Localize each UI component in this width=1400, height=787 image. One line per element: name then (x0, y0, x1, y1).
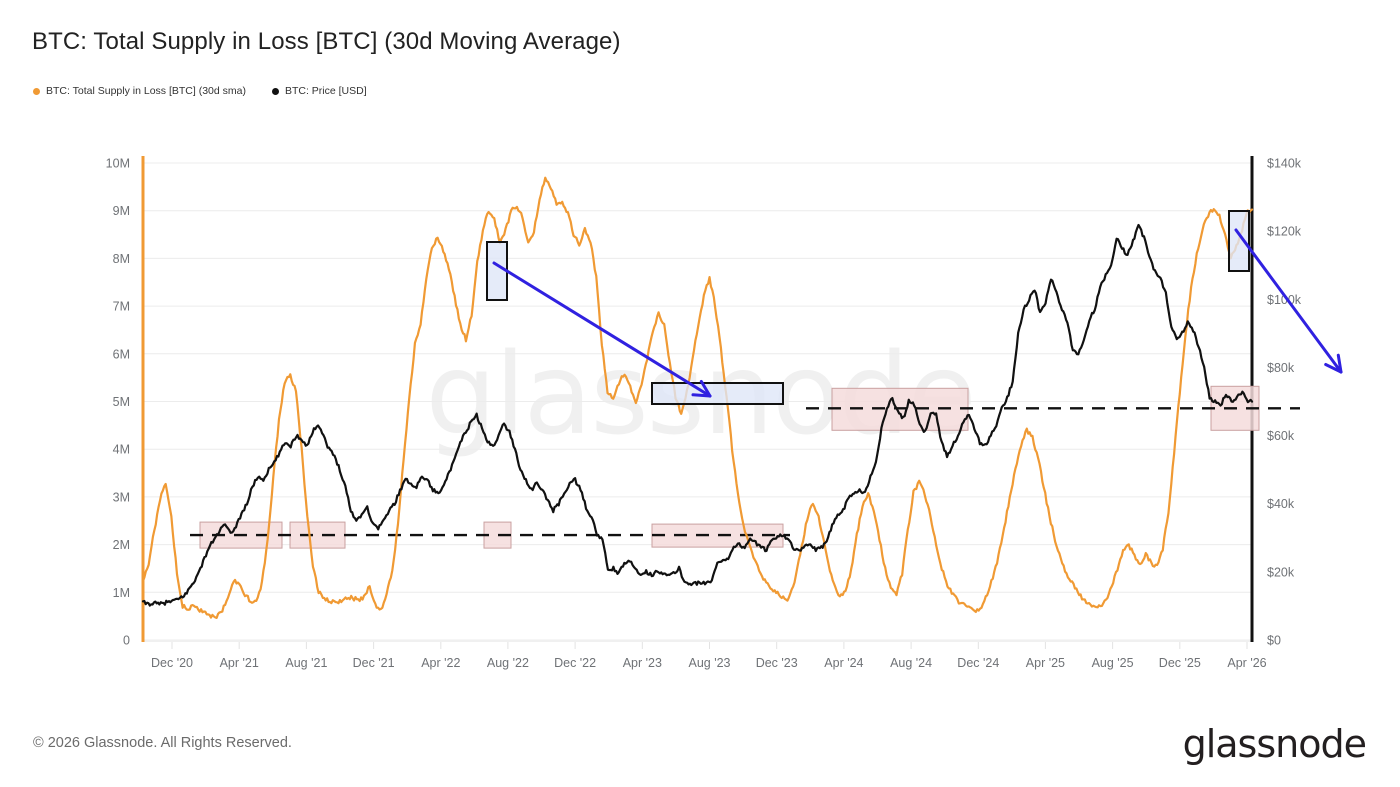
x-axis-tick-label: Dec '23 (756, 656, 798, 670)
blue-highlight-box-end-1[interactable] (651, 382, 784, 405)
legend-dot-supply-icon (33, 87, 40, 95)
x-axis-tick-label: Aug '25 (1092, 656, 1134, 670)
x-axis-tick-label: Dec '24 (957, 656, 999, 670)
blue-arrow-trend-2-head (1324, 363, 1343, 374)
blue-arrow-trend-2[interactable] (1234, 228, 1343, 374)
y-axis-left-tick-label: 10M (106, 157, 130, 171)
x-axis-tick-label: Aug '22 (487, 656, 529, 670)
y-axis-right-tick-label: $100k (1267, 293, 1302, 307)
x-axis-tick-label: Aug '21 (285, 656, 327, 670)
x-axis-tick-label: Dec '25 (1159, 656, 1201, 670)
x-axis-tick-label: Apr '23 (623, 656, 662, 670)
legend-dot-price-icon (271, 87, 279, 95)
y-axis-right-tick-label: $80k (1267, 361, 1295, 375)
x-axis-tick-label: Dec '22 (554, 656, 596, 670)
pink-highlight-box[interactable] (289, 521, 346, 549)
x-axis-tick-label: Dec '21 (353, 656, 395, 670)
y-axis-right-tick-label: $120k (1267, 225, 1302, 239)
series-line-total-supply-in-loss[interactable] (141, 176, 1254, 620)
y-axis-left-tick-label: 5M (113, 395, 130, 409)
y-axis-left-tick-label: 4M (113, 443, 130, 457)
blue-arrow-trend-1-head (691, 393, 712, 398)
y-axis-left-tick-label: 8M (113, 252, 130, 266)
blue-arrow-trend-1-head (699, 379, 712, 398)
x-axis-tick-label: Aug '23 (688, 656, 730, 670)
y-axis-left-tick-label: 6M (113, 347, 130, 361)
y-axis-left-tick-label: 0 (123, 634, 130, 648)
y-axis-left-tick-label: 2M (113, 538, 130, 552)
legend-label-price: BTC: Price [USD] (284, 85, 367, 97)
y-axis-right-tick-label: $140k (1267, 157, 1302, 171)
blue-highlight-box-start-1[interactable] (486, 241, 508, 301)
blue-arrow-trend-1[interactable] (492, 261, 712, 398)
y-axis-left-tick-label: 7M (113, 300, 130, 314)
blue-arrow-trend-2-head (1336, 353, 1343, 374)
x-axis-tick-label: Apr '25 (1026, 656, 1065, 670)
chart-title: BTC: Total Supply in Loss [BTC] (30d Mov… (32, 28, 621, 55)
blue-highlight-box-start-2[interactable] (1228, 210, 1250, 272)
y-axis-right-tick-label: $0 (1267, 634, 1281, 648)
x-axis-tick-label: Apr '21 (220, 656, 259, 670)
chart-legend: BTC: Total Supply in Loss [BTC] (30d sma… (33, 85, 367, 97)
legend-item-supply[interactable]: BTC: Total Supply in Loss [BTC] (30d sma… (33, 85, 246, 97)
series-line-btc-price[interactable] (141, 223, 1254, 607)
legend-item-price[interactable]: BTC: Price [USD] (271, 85, 367, 97)
y-axis-left-tick-label: 1M (113, 586, 130, 600)
y-axis-left-tick-label: 3M (113, 490, 130, 504)
x-axis-tick-label: Apr '24 (824, 656, 863, 670)
x-axis-tick-label: Apr '22 (421, 656, 460, 670)
footer-copyright: © 2026 Glassnode. All Rights Reserved. (33, 735, 292, 751)
y-axis-right-tick-label: $20k (1267, 565, 1295, 579)
x-axis-tick-label: Aug '24 (890, 656, 932, 670)
y-axis-left-tick-label: 9M (113, 204, 130, 218)
x-axis-tick-label: Dec '20 (151, 656, 193, 670)
footer-logo: glassnode (1182, 722, 1367, 766)
x-axis-tick-label: Apr '26 (1227, 656, 1266, 670)
y-axis-right-tick-label: $40k (1267, 497, 1295, 511)
y-axis-right-tick-label: $60k (1267, 429, 1295, 443)
legend-label-supply: BTC: Total Supply in Loss [BTC] (30d sma… (46, 85, 246, 97)
